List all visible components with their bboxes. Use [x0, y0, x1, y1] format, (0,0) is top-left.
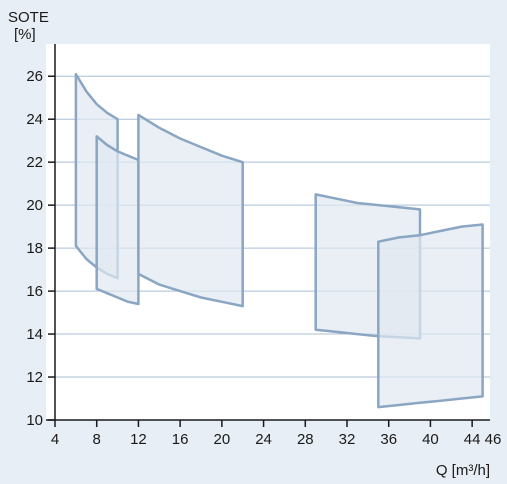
performance-regions — [74, 72, 484, 409]
y-tick-label-10: 10 — [26, 412, 43, 429]
y-tick-label-16: 16 — [26, 283, 43, 300]
x-tick-label-28: 28 — [297, 431, 314, 448]
y-tick-label-12: 12 — [26, 369, 43, 386]
x-tick-label-36: 36 — [380, 431, 397, 448]
x-tick-label-24: 24 — [255, 431, 272, 448]
x-tick-label-16: 16 — [172, 431, 189, 448]
x-tick-label-4: 4 — [51, 431, 59, 448]
axes — [46, 44, 490, 421]
y-tick-label-14: 14 — [26, 326, 43, 343]
y-tick-label-20: 20 — [26, 197, 43, 214]
y-axis-title-line1: SOTE — [8, 9, 49, 26]
region-2 — [95, 135, 140, 306]
x-axis-ticks: 4 8 12 16 20 24 28 32 36 40 44 46 — [51, 420, 502, 448]
region-3 — [137, 113, 244, 308]
y-tick-label-18: 18 — [26, 240, 43, 257]
x-tick-label-8: 8 — [93, 431, 101, 448]
y-axis-title-line2: [%] — [14, 26, 36, 43]
x-tick-label-20: 20 — [214, 431, 231, 448]
y-tick-label-22: 22 — [26, 154, 43, 171]
x-tick-label-40: 40 — [422, 431, 439, 448]
x-tick-label-46: 46 — [485, 431, 502, 448]
x-tick-label-32: 32 — [339, 431, 356, 448]
y-tick-label-26: 26 — [26, 68, 43, 85]
y-tick-label-24: 24 — [26, 111, 43, 128]
y-axis-ticks: 10 12 14 16 18 20 22 24 26 — [26, 68, 55, 429]
x-tick-label-12: 12 — [130, 431, 147, 448]
x-tick-label-44: 44 — [464, 431, 481, 448]
x-axis-title: Q [m³/h] — [436, 462, 490, 479]
region-5 — [377, 223, 484, 409]
